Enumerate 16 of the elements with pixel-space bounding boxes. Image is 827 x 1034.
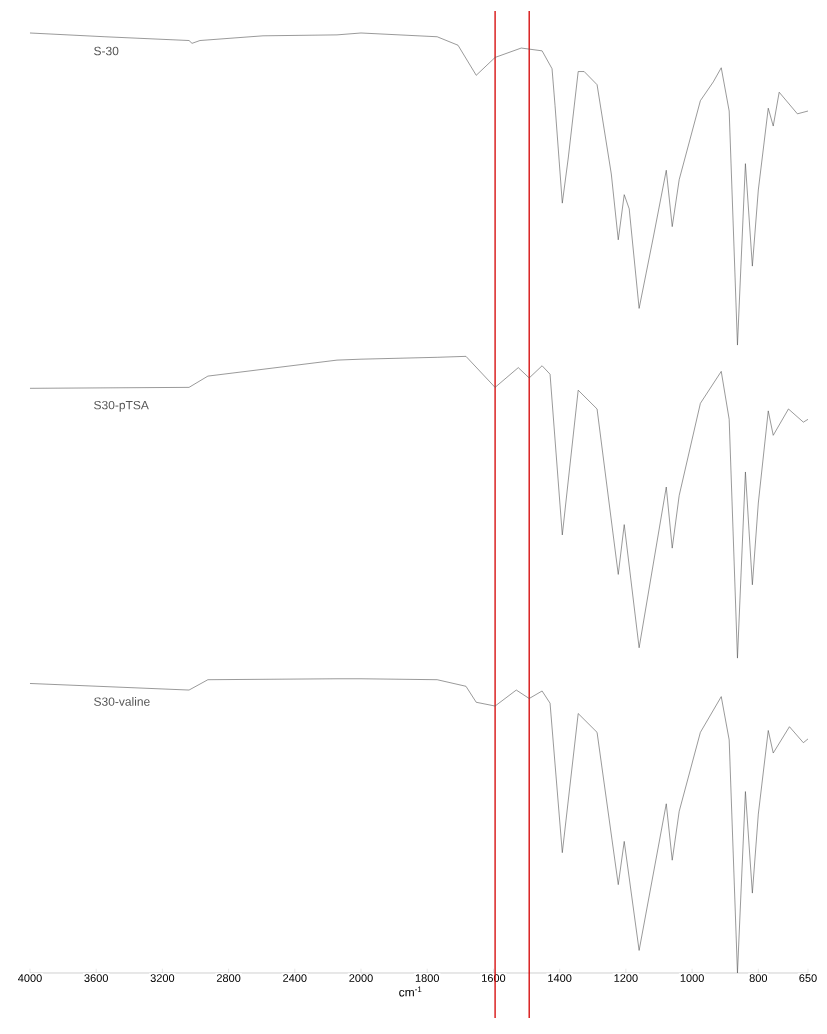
x-tick-label: 2800 (216, 974, 241, 982)
x-tick-label: 1400 (548, 974, 572, 982)
series-label: S30-valine (94, 697, 150, 706)
x-axis-title: cm$^{-1}$ (399, 986, 422, 997)
x-tick-label: 2000 (349, 974, 373, 982)
x-tick-label: 3200 (150, 974, 175, 982)
x-tick-label: 800 (749, 974, 768, 982)
x-tick-label: 2400 (283, 974, 307, 982)
x-tick-label: 1200 (614, 974, 638, 982)
x-tick-label: 650 (799, 974, 817, 982)
series-label: S30-pTSA (94, 400, 149, 412)
x-tick-label: 3600 (84, 974, 108, 982)
x-tick-label: 1800 (415, 974, 439, 982)
x-tick-label: 1000 (680, 974, 704, 982)
series-label: S-30 (94, 46, 119, 56)
x-tick-label: 4000 (18, 974, 42, 982)
